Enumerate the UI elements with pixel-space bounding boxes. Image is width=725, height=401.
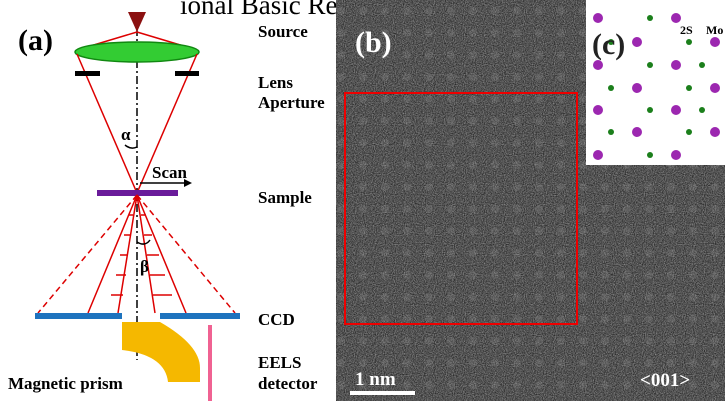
component-label: detector (258, 374, 318, 393)
scan-label: Scan (152, 163, 188, 182)
scale-label: 1 nm (355, 369, 396, 390)
legend-label: 2S (680, 23, 693, 37)
component-label: Sample (258, 188, 312, 207)
component-label: EELS (258, 353, 301, 372)
panel-label: (c) (592, 28, 625, 61)
legend-label: Mo (706, 23, 723, 37)
prism-label: Magnetic prism (8, 374, 123, 393)
panel-label: (a) (18, 24, 53, 57)
component-label: Source (258, 22, 308, 41)
inset (586, 0, 725, 165)
panel-label: (b) (355, 26, 392, 59)
zone-axis: <001> (640, 370, 690, 391)
component-label: Lens (258, 73, 293, 92)
figure: ional Basic Research Program of China, (… (0, 0, 725, 401)
component-label: CCD (258, 310, 295, 329)
component-label: Aperture (258, 93, 325, 112)
angle-label: β (140, 257, 149, 276)
angle-label: α (121, 125, 131, 144)
